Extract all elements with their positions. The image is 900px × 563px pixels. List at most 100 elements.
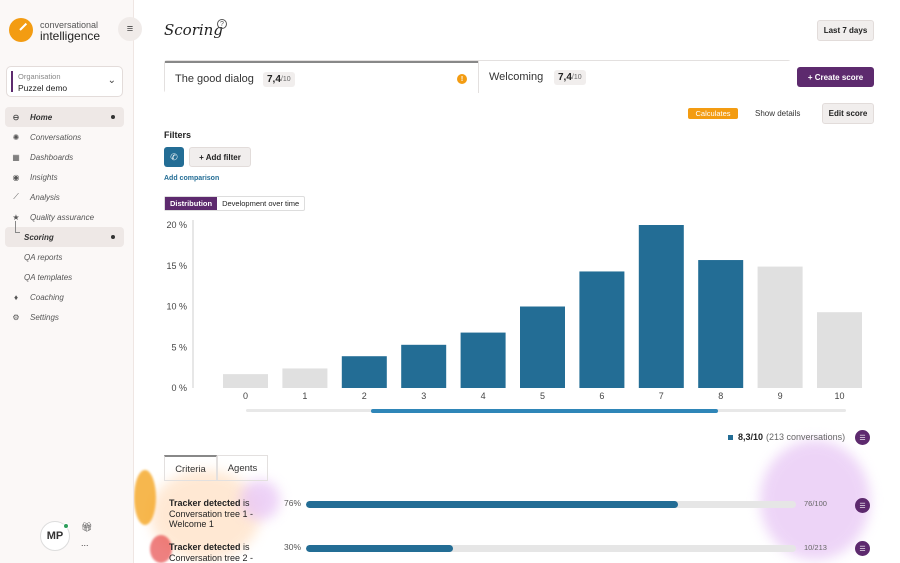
brand-logo[interactable]	[9, 18, 33, 42]
chart-bar	[401, 344, 447, 388]
x-tick-label: 8	[718, 391, 723, 401]
organisation-value: Puzzel demo	[18, 83, 68, 93]
y-tick-label: 5 %	[171, 342, 187, 352]
home-icon: ⊖	[12, 112, 20, 122]
x-tick-label: 2	[362, 391, 367, 401]
criteria-details-icon[interactable]: ☰	[855, 498, 870, 513]
sidebar-item-label: QA templates	[24, 272, 73, 282]
filters-heading: Filters	[164, 130, 192, 140]
create-score-button[interactable]: + Create score	[797, 67, 874, 87]
sidebar-item-label: Home	[30, 112, 53, 122]
chart-bar	[698, 260, 744, 388]
organisation-label: Organisation	[18, 72, 61, 81]
calculates-badge: Calculates	[688, 108, 738, 119]
decor-glow	[150, 535, 172, 563]
score-tab-good-dialog[interactable]: The good dialog 7,4/10 !	[165, 61, 478, 93]
x-tick-label: 6	[599, 391, 604, 401]
chart-bar	[757, 266, 803, 388]
chart-bar	[520, 306, 565, 388]
sidebar-item-label: Analysis	[30, 192, 60, 202]
criteria-percent: 76%	[284, 498, 302, 508]
x-tick-label: 10	[834, 391, 844, 401]
sidebar-item-home[interactable]: ⊖ Home	[5, 107, 124, 127]
chart-bar	[223, 374, 268, 388]
compass-icon: ◉	[12, 172, 20, 182]
tab-agents[interactable]: Agents	[217, 455, 268, 481]
sidebar-item-label: Quality assurance	[30, 212, 95, 222]
dashboard-icon: ▦	[12, 152, 20, 162]
sidebar-item-label: Conversations	[30, 132, 82, 142]
gift-icon[interactable]: 🎁︎	[81, 522, 93, 532]
sidebar-item-qa-reports[interactable]: QA reports	[5, 247, 124, 267]
criteria-text: Tracker detected is Conversation tree 2 …	[169, 542, 254, 563]
score-value-badge: 7,4/10	[263, 72, 295, 87]
score-tab-name: The good dialog	[175, 73, 254, 85]
sidebar-item-conversations[interactable]: ✺ Conversations	[5, 127, 124, 147]
online-status-dot	[63, 523, 69, 529]
sidebar-item-coaching[interactable]: ♦ Coaching	[5, 287, 124, 307]
criteria-progress-fill	[306, 501, 679, 508]
edit-score-button[interactable]: Edit score	[822, 103, 874, 124]
sidebar-item-qa-templates[interactable]: QA templates	[5, 267, 124, 287]
y-tick-label: 0 %	[171, 383, 187, 393]
score-tabs: The good dialog 7,4/10 ! Welcoming 7,4/1…	[164, 60, 791, 93]
more-menu[interactable]: ...	[81, 538, 89, 548]
phone-filter-icon[interactable]: ✆	[164, 147, 184, 167]
summary-conversations: (213 conversations)	[766, 432, 846, 442]
tab-distribution[interactable]: Distribution	[165, 197, 218, 210]
add-filter-button[interactable]: + Add filter	[189, 147, 251, 167]
help-icon[interactable]: ?	[217, 19, 227, 29]
criteria-progress-track	[306, 545, 796, 552]
sidebar-item-analysis[interactable]: ⟋ Analysis	[5, 187, 124, 207]
chevron-down-icon: ⌄	[107, 75, 116, 86]
view-tabs: Distribution Development over time	[164, 196, 306, 211]
brand-line2: intelligence	[40, 29, 101, 43]
sidebar-item-dashboards[interactable]: ▦ Dashboards	[5, 147, 124, 167]
y-tick-label: 15 %	[166, 261, 187, 271]
criteria-percent: 30%	[284, 542, 302, 552]
avatar[interactable]: MP	[40, 521, 70, 551]
summary-score: 8,3/10	[738, 432, 764, 442]
x-tick-label: 7	[659, 391, 664, 401]
collapse-sidebar-icon[interactable]: ≡	[118, 17, 142, 41]
score-value-badge: 7,4/10	[554, 70, 586, 85]
tab-criteria[interactable]: Criteria	[164, 455, 217, 481]
criteria-text: Tracker detected is Conversation tree 1 …	[169, 498, 254, 529]
x-tick-label: 4	[481, 391, 486, 401]
sidebar-item-label: Settings	[30, 312, 59, 322]
chart-bar	[460, 332, 506, 388]
criteria-details-icon[interactable]: ☰	[855, 541, 870, 556]
gear-icon: ⚙	[12, 312, 20, 322]
tab-development-over-time[interactable]: Development over time	[222, 199, 300, 208]
organisation-select[interactable]: Organisation Puzzel demo ⌄	[6, 66, 123, 97]
chart-bar	[638, 225, 684, 388]
score-summary: 8,3/10 (213 conversations)	[728, 432, 845, 442]
warning-icon[interactable]: !	[457, 74, 467, 84]
chart-scrollbar-thumb[interactable]	[371, 409, 718, 413]
x-tick-label: 0	[243, 391, 248, 401]
distribution-chart: 0 % 5 % 10 % 15 % 20 % 0 1 2 3 4 5 6 7 8 9 10	[166, 220, 862, 401]
sidebar-item-scoring[interactable]: Scoring	[5, 221, 124, 247]
sidebar-item-insights[interactable]: ◉ Insights	[5, 167, 124, 187]
decor-glow	[760, 440, 870, 560]
decor-glow	[240, 480, 280, 520]
sidebar-item-label: QA reports	[24, 252, 63, 262]
show-details-link[interactable]: Show details	[755, 109, 801, 118]
avatar-initials: MP	[46, 530, 64, 542]
chart-bar	[282, 368, 328, 388]
score-tab-welcoming[interactable]: Welcoming 7,4/10	[478, 61, 791, 93]
x-tick-label: 3	[421, 391, 426, 401]
sidebar: conversational intelligence ≡ Organisati…	[0, 0, 142, 563]
page-title: Scoring	[164, 21, 223, 39]
add-comparison-link[interactable]: Add comparison	[164, 175, 220, 182]
criteria-progress-fill	[306, 545, 453, 552]
brand-line1: conversational	[40, 20, 99, 30]
x-tick-label: 1	[302, 391, 307, 401]
conversations-icon: ✺	[12, 132, 20, 142]
list-toggle-icon[interactable]: ☰	[855, 430, 870, 445]
sidebar-item-quality-assurance[interactable]: ★ Quality assurance	[5, 207, 124, 227]
period-button[interactable]: Last 7 days	[817, 20, 874, 41]
trend-icon: ⟋	[13, 192, 19, 201]
criteria-tabs: Criteria Agents	[164, 455, 268, 481]
sidebar-item-settings[interactable]: ⚙ Settings	[5, 307, 124, 327]
